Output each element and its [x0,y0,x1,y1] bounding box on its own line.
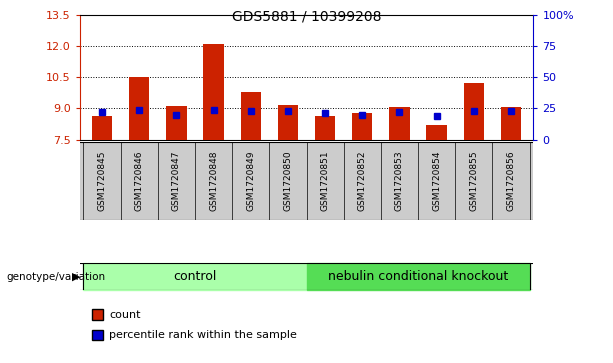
Bar [204,44,224,140]
Text: nebulin conditional knockout: nebulin conditional knockout [328,270,508,283]
Bar [306,263,530,290]
Text: count: count [109,310,140,319]
Text: GSM1720850: GSM1720850 [283,150,292,211]
Text: GSM1720855: GSM1720855 [470,150,478,211]
Text: GSM1720847: GSM1720847 [172,150,181,211]
Text: GSM1720849: GSM1720849 [246,150,255,211]
Bar [83,263,306,290]
Text: ▶: ▶ [72,272,81,282]
Bar [389,107,409,140]
Bar [166,106,186,140]
Bar [427,125,447,140]
Bar [463,83,484,140]
Bar [240,92,261,140]
Text: genotype/variation: genotype/variation [6,272,105,282]
Text: control: control [173,270,216,283]
Text: GSM1720853: GSM1720853 [395,150,404,211]
Bar [315,116,335,140]
Text: GSM1720854: GSM1720854 [432,150,441,211]
Text: GSM1720852: GSM1720852 [358,150,367,211]
Text: GSM1720845: GSM1720845 [97,150,107,211]
Bar [129,77,150,140]
Text: GSM1720851: GSM1720851 [321,150,330,211]
Bar [501,107,521,140]
Text: GSM1720846: GSM1720846 [135,150,143,211]
Text: GSM1720856: GSM1720856 [506,150,516,211]
Bar [278,105,298,140]
Bar [352,113,373,140]
Bar [92,116,112,140]
Text: percentile rank within the sample: percentile rank within the sample [109,330,297,340]
Text: GDS5881 / 10399208: GDS5881 / 10399208 [232,9,381,23]
Text: GSM1720848: GSM1720848 [209,150,218,211]
